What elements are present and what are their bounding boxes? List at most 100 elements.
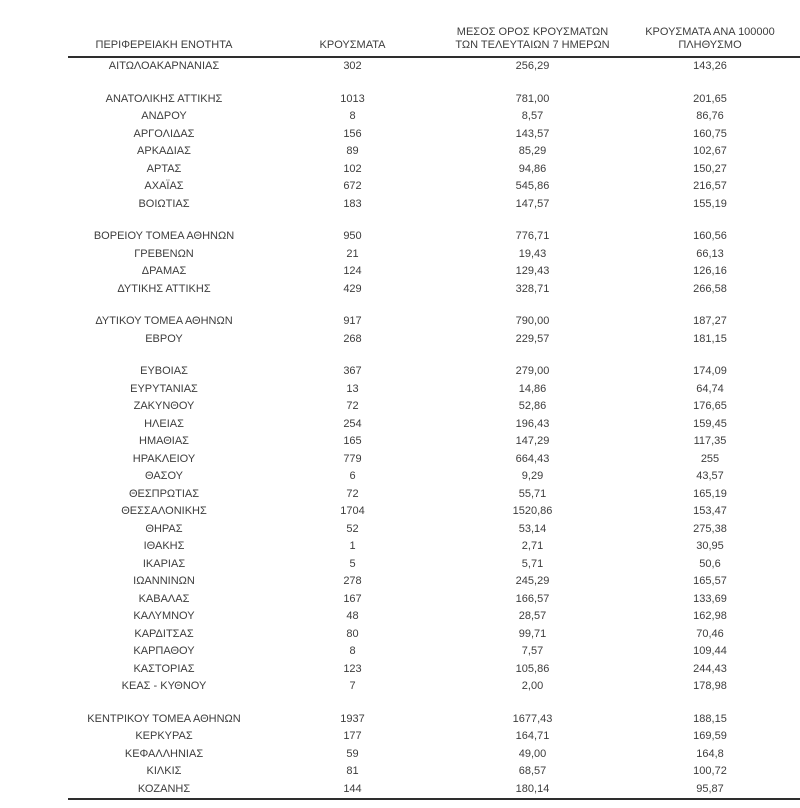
cell-region: ΚΑΛΥΜΝΟΥ: [133, 610, 195, 622]
cell-cases: 165: [343, 435, 362, 447]
cell-per100k: 43,57: [696, 470, 724, 482]
cell-avg7: 2,71: [521, 540, 544, 552]
table-row: ΙΘΑΚΗΣ 1 2,71 30,95: [68, 538, 800, 556]
cell-per100k: 165,57: [693, 575, 727, 587]
cell-avg7: 147,57: [515, 197, 550, 210]
cell-region: ΚΑΣΤΟΡΙΑΣ: [133, 662, 195, 675]
cell-avg7: 664,43: [515, 452, 550, 465]
cell-cases: 6: [349, 470, 356, 482]
cell-cases: 21: [346, 247, 359, 260]
cell-cases: 81: [346, 765, 359, 777]
table-row: ΕΥΡΥΤΑΝΙΑΣ 13 14,86 64,74: [68, 381, 800, 399]
cell-cases: 917: [343, 315, 362, 327]
cell-per100k: 176,65: [693, 400, 727, 412]
cell-per100k: 244,43: [693, 662, 727, 675]
cell-region: ΕΥΡΥΤΑΝΙΑΣ: [130, 382, 198, 395]
group-spacer-row: [68, 213, 800, 228]
cell-per100k: 102,67: [693, 145, 727, 157]
group-spacer-row: [68, 348, 800, 363]
cell-region: ΙΩΑΝΝΙΝΩΝ: [133, 575, 195, 587]
cell-per100k: 201,65: [693, 92, 727, 105]
cell-avg7: 790,00: [515, 315, 550, 327]
cell-cases: 123: [343, 662, 362, 675]
cell-per100k: 169,59: [693, 730, 727, 742]
col-header-cases: ΚΡΟΥΣΜΑΤΑ: [260, 26, 445, 58]
table-row: ΔΡΑΜΑΣ 124 129,43 126,16: [68, 263, 800, 281]
cell-region: ΑΝΑΤΟΛΙΚΗΣ ΑΤΤΙΚΗΣ: [105, 92, 223, 105]
cell-cases: 1013: [340, 92, 365, 105]
cell-cases: 5: [349, 557, 356, 570]
table-row: ΚΟΖΑΝΗΣ 144 180,14 95,87: [68, 781, 800, 800]
table-row: ΑΡΓΟΛΙΔΑΣ 156 143,57 160,75: [68, 126, 800, 144]
cell-avg7: 14,86: [518, 382, 547, 395]
table-row: ΑΡΚΑΔΙΑΣ 89 85,29 102,67: [68, 143, 800, 161]
table-row: ΗΡΑΚΛΕΙΟΥ 779 664,43 255: [68, 451, 800, 469]
cell-per100k: 100,72: [693, 765, 727, 777]
cell-avg7: 781,00: [515, 92, 550, 105]
cell-cases: 102: [343, 162, 362, 175]
cell-cases: 8: [349, 110, 356, 122]
table-row: ΗΜΑΘΙΑΣ 165 147,29 117,35: [68, 433, 800, 451]
cell-avg7: 5,71: [521, 557, 544, 570]
cell-cases: 167: [343, 592, 362, 605]
cell-region: ΗΛΕΙΑΣ: [144, 417, 184, 430]
cell-cases: 59: [346, 747, 359, 760]
cell-avg7: 94,86: [518, 162, 547, 175]
cell-region: ΚΑΒΑΛΑΣ: [138, 592, 190, 605]
cell-per100k: 216,57: [693, 180, 727, 192]
cell-cases: 672: [343, 180, 362, 192]
cell-avg7: 85,29: [518, 145, 547, 157]
cell-cases: 254: [343, 417, 362, 430]
table-row: ΑΙΤΩΛΟΑΚΑΡΝΑΝΙΑΣ 302 256,29 143,26: [68, 57, 800, 76]
cell-avg7: 166,57: [515, 592, 550, 605]
table-row: ΚΑΡΔΙΤΣΑΣ 80 99,71 70,46: [68, 626, 800, 644]
cell-avg7: 55,71: [518, 487, 547, 500]
cell-avg7: 105,86: [515, 662, 550, 675]
cell-avg7: 245,29: [515, 575, 550, 587]
cell-cases: 80: [346, 627, 359, 640]
table-row: ΚΕΡΚΥΡΑΣ 177 164,71 169,59: [68, 728, 800, 746]
cell-avg7: 229,57: [515, 332, 550, 345]
cell-per100k: 95,87: [696, 782, 724, 795]
cell-cases: 156: [343, 127, 362, 140]
cell-avg7: 143,57: [515, 127, 550, 140]
cell-region: ΕΥΒΟΙΑΣ: [140, 365, 188, 377]
cell-per100k: 188,15: [693, 712, 727, 725]
cell-per100k: 66,13: [696, 247, 724, 260]
cell-region: ΚΕΝΤΡΙΚΟΥ ΤΟΜΕΑ ΑΘΗΝΩΝ: [87, 712, 241, 725]
cell-region: ΚΟΖΑΝΗΣ: [137, 782, 191, 795]
cell-per100k: 117,35: [693, 435, 727, 447]
table-row: ΖΑΚΥΝΘΟΥ 72 52,86 176,65: [68, 398, 800, 416]
cell-region: ΖΑΚΥΝΘΟΥ: [133, 400, 195, 412]
cell-region: ΚΑΡΔΙΤΣΑΣ: [134, 627, 194, 640]
col-header-7day-average-line1: ΜΕΣΟΣ ΟΡΟΣ ΚΡΟΥΣΜΑΤΩΝ: [456, 26, 609, 38]
cell-region: ΘΗΡΑΣ: [145, 522, 183, 535]
cell-cases: 779: [343, 452, 362, 465]
cell-cases: 8: [349, 645, 356, 657]
cell-region: ΚΕΑΣ - ΚΥΘΝΟΥ: [121, 680, 207, 692]
table-row: ΚΑΛΥΜΝΟΥ 48 28,57 162,98: [68, 608, 800, 626]
cell-per100k: 160,75: [693, 127, 727, 140]
table-row: ΒΟΙΩΤΙΑΣ 183 147,57 155,19: [68, 196, 800, 214]
table-row: ΚΕΦΑΛΛΗΝΙΑΣ 59 49,00 164,8: [68, 746, 800, 764]
table-row: ΗΛΕΙΑΣ 254 196,43 159,45: [68, 416, 800, 434]
cell-avg7: 68,57: [518, 765, 547, 777]
cell-avg7: 8,57: [521, 110, 544, 122]
cell-region: ΘΑΣΟΥ: [144, 470, 184, 482]
cell-avg7: 180,14: [515, 782, 550, 795]
cell-per100k: 150,27: [693, 162, 727, 175]
cell-region: ΘΕΣΣΑΛΟΝΙΚΗΣ: [121, 505, 207, 517]
cell-per100k: 50,6: [699, 557, 721, 570]
cell-per100k: 70,46: [696, 627, 724, 640]
col-header-7day-average-line2: ΤΩΝ ΤΕΛΕΥΤΑΙΩΝ 7 ΗΜΕΡΩΝ: [455, 39, 610, 51]
cell-cases: 72: [346, 400, 359, 412]
table-row: ΚΙΛΚΙΣ 81 68,57 100,72: [68, 763, 800, 781]
cell-avg7: 28,57: [518, 610, 547, 622]
table-row: ΑΡΤΑΣ 102 94,86 150,27: [68, 161, 800, 179]
cell-region: ΓΡΕΒΕΝΩΝ: [134, 247, 194, 260]
table-row: ΚΕΑΣ - ΚΥΘΝΟΥ 7 2,00 178,98: [68, 678, 800, 696]
cell-region: ΑΝΔΡΟΥ: [141, 110, 187, 122]
cell-per100k: 266,58: [693, 282, 727, 295]
cell-region: ΑΡΓΟΛΙΔΑΣ: [133, 127, 195, 140]
cell-region: ΚΕΦΑΛΛΗΝΙΑΣ: [124, 747, 204, 760]
